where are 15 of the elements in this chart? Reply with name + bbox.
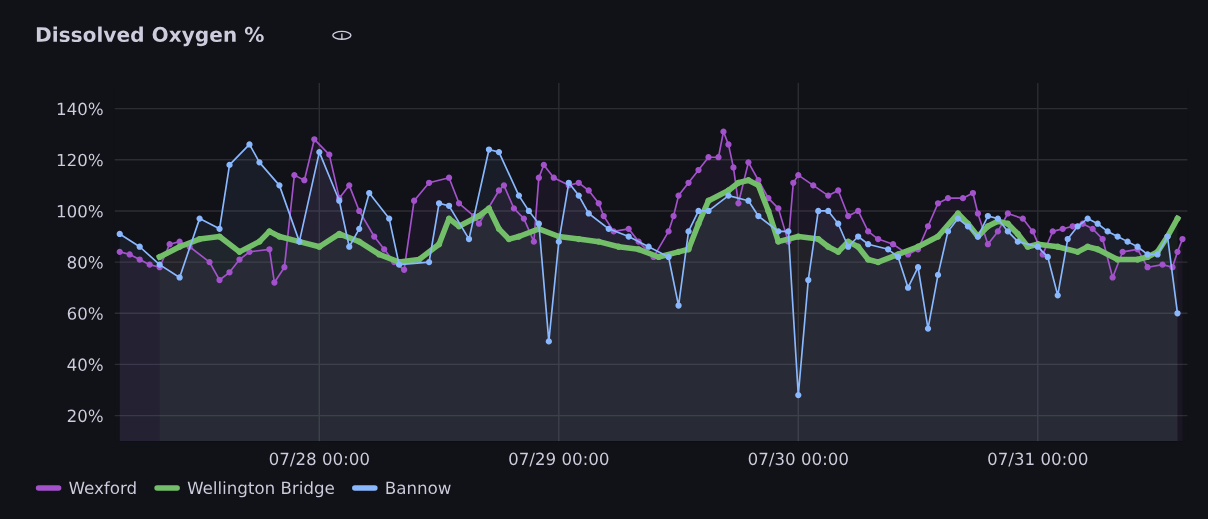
x-tick-label: 07/28 00:00: [269, 452, 369, 467]
y-tick-label: 120%: [57, 153, 103, 167]
legend-label: Bannow: [386, 481, 451, 495]
y-tick-label: 100%: [57, 204, 103, 218]
y-tick-label: 20%: [67, 409, 103, 423]
y-tick-label: 140%: [57, 102, 103, 116]
legend-label: Wellington Bridge: [187, 481, 334, 498]
chart-title: Dissolved Oxygen %: [36, 26, 264, 47]
x-tick-label: 07/31 00:00: [988, 452, 1088, 467]
x-tick-label: 07/30 00:00: [748, 452, 848, 467]
y-tick-label: 60%: [67, 307, 103, 320]
x-tick-label: 07/29 00:00: [509, 452, 609, 467]
legend-label: Wexford: [69, 481, 136, 495]
y-tick-label: 40%: [67, 358, 103, 371]
y-tick-label: 80%: [67, 256, 103, 269]
